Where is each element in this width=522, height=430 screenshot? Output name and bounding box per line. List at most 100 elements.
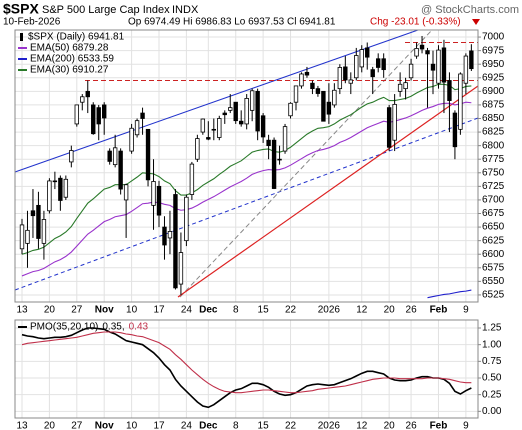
candle-body — [217, 118, 222, 138]
candle-body — [206, 137, 211, 140]
legend-label: PMO(35,20,10) — [30, 322, 98, 333]
candle-body — [107, 150, 112, 162]
candle-body — [129, 127, 134, 152]
candle-body — [266, 139, 271, 147]
x-tick-label: 26 — [406, 305, 418, 316]
candle-body — [271, 139, 277, 189]
candle-body — [63, 178, 69, 198]
y-tick-label: 6950 — [482, 59, 505, 70]
candle-body — [452, 112, 458, 148]
candle-body — [332, 89, 337, 106]
candle-body — [200, 118, 206, 133]
candle-body — [36, 204, 41, 239]
x-tick-label: 9 — [463, 305, 469, 316]
x-tick-label: 10 — [126, 421, 138, 430]
x-tick-label: 12 — [356, 305, 368, 316]
x-tick-label: Dec — [199, 305, 218, 316]
candle-body — [184, 196, 189, 242]
y-tick-label: 6600 — [482, 249, 505, 260]
candle-body — [112, 147, 118, 166]
y-tick-label: 6975 — [482, 45, 505, 56]
trendline — [177, 85, 479, 298]
candle-body — [441, 47, 447, 83]
candle-body — [392, 103, 397, 141]
candle-body — [321, 90, 326, 122]
candle-body — [80, 96, 85, 103]
x-tick-label: 12 — [356, 421, 368, 430]
candle-body — [414, 48, 419, 57]
ema-line — [21, 83, 472, 255]
candle-body — [260, 115, 266, 138]
x-tick-label: 15 — [258, 305, 270, 316]
candle-body — [140, 112, 145, 119]
marks — [19, 35, 478, 409]
x-tick-label: 2026 — [318, 305, 341, 316]
y-tick-label: 6625 — [482, 235, 505, 246]
x-tick-label: 13 — [16, 421, 28, 430]
y-tick-label: 0.00 — [482, 406, 502, 417]
candle-body — [419, 44, 425, 50]
y-tick-label: 1.00 — [482, 339, 502, 350]
x-tick-label: Nov — [95, 421, 114, 430]
y-tick-label: 6550 — [482, 276, 505, 287]
candle-body — [430, 63, 436, 71]
candle-body — [354, 55, 359, 79]
legend-label: EMA(30) 6910.27 — [30, 65, 109, 76]
candle-body — [178, 252, 184, 285]
candle-body — [304, 71, 310, 76]
candle-body — [228, 107, 233, 111]
candle-body — [337, 67, 343, 90]
change: Chg -23.01 (-0.33%) — [370, 17, 461, 28]
candle-body — [458, 73, 463, 130]
candle-body — [195, 138, 200, 160]
legend-label: EMA(200) 6533.59 — [30, 54, 114, 65]
x-tick-label: 26 — [406, 421, 418, 430]
candle-body — [85, 90, 90, 98]
x-tick-label: 17 — [153, 305, 165, 316]
candle-body — [222, 112, 227, 116]
x-tick-label: 8 — [233, 305, 239, 316]
legend-candle — [20, 33, 23, 41]
candle-body — [156, 185, 162, 216]
x-tick-label: 15 — [258, 421, 270, 430]
price-panel-border — [14, 29, 479, 303]
candle-body — [463, 55, 469, 84]
x-tick-label: 20 — [44, 305, 56, 316]
candle-body — [25, 229, 30, 244]
candle-body — [299, 73, 304, 87]
x-tick-label: Feb — [430, 305, 448, 316]
candle-body — [189, 163, 195, 195]
x-tick-label: 22 — [285, 421, 297, 430]
candle-body — [359, 49, 364, 68]
pmo-line — [21, 327, 472, 409]
candle-body — [408, 63, 414, 79]
candle-body — [255, 90, 260, 132]
candle-body — [288, 102, 293, 117]
x-tick-label: 20 — [384, 305, 396, 316]
candle-body — [315, 88, 321, 94]
y-tick-label: 6700 — [482, 195, 505, 206]
y-tick-label: 6925 — [482, 72, 505, 83]
candle-body — [293, 85, 299, 103]
candle-body — [277, 158, 282, 161]
x-tick-label: 22 — [285, 305, 297, 316]
y-tick-label: 6725 — [482, 181, 505, 192]
legend-label: 0.35, — [102, 322, 124, 333]
ema-line — [427, 289, 472, 299]
x-tick-label: 20 — [384, 421, 396, 430]
y-tick-label: 6825 — [482, 127, 505, 138]
candle-body — [348, 79, 353, 84]
pmo-line — [21, 331, 472, 394]
candle-body — [282, 126, 288, 152]
candle-body — [52, 180, 58, 183]
y-tick-label: 7000 — [482, 32, 505, 43]
candle-body — [151, 181, 156, 206]
y-tick-label: 6775 — [482, 154, 505, 165]
candle-body — [211, 128, 216, 131]
candle-body — [326, 101, 332, 115]
trendline — [14, 117, 479, 291]
x-tick-label: 13 — [16, 305, 28, 316]
